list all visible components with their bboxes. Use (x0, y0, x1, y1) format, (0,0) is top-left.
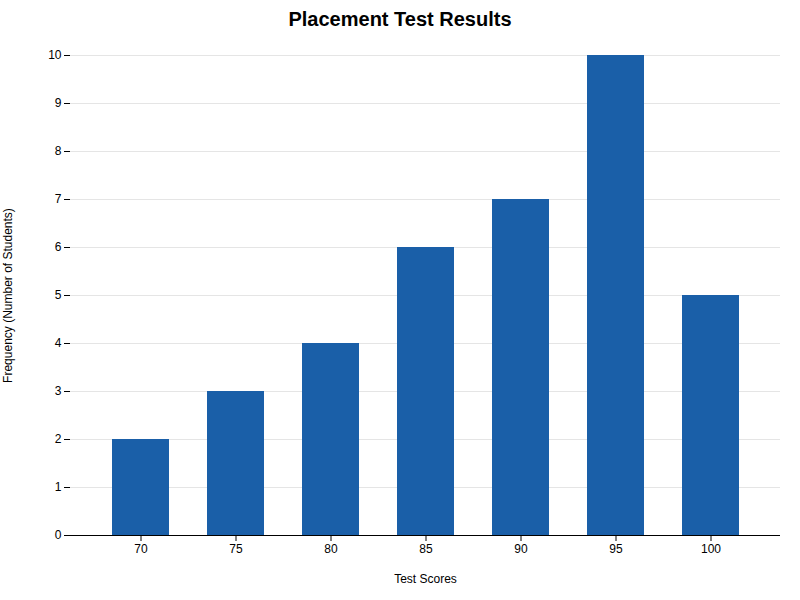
svg-text:5: 5 (55, 288, 62, 302)
svg-text:2: 2 (55, 432, 62, 446)
svg-text:0: 0 (55, 528, 62, 542)
svg-text:1: 1 (55, 480, 62, 494)
svg-text:3: 3 (55, 384, 62, 398)
svg-text:10: 10 (48, 48, 62, 62)
svg-text:4: 4 (55, 336, 62, 350)
svg-text:8: 8 (55, 144, 62, 158)
svg-text:7: 7 (55, 192, 62, 206)
svg-text:95: 95 (609, 542, 623, 556)
svg-text:70: 70 (134, 542, 148, 556)
svg-text:9: 9 (55, 96, 62, 110)
svg-text:85: 85 (419, 542, 433, 556)
svg-text:Frequency (Number of Students): Frequency (Number of Students) (1, 208, 15, 383)
svg-text:Test Scores: Test Scores (394, 572, 457, 586)
svg-text:90: 90 (514, 542, 528, 556)
svg-text:6: 6 (55, 240, 62, 254)
svg-text:100: 100 (701, 542, 721, 556)
svg-text:80: 80 (324, 542, 338, 556)
html-text:Placement Test Results: Placement Test Results (288, 8, 512, 30)
svg-text:75: 75 (229, 542, 243, 556)
